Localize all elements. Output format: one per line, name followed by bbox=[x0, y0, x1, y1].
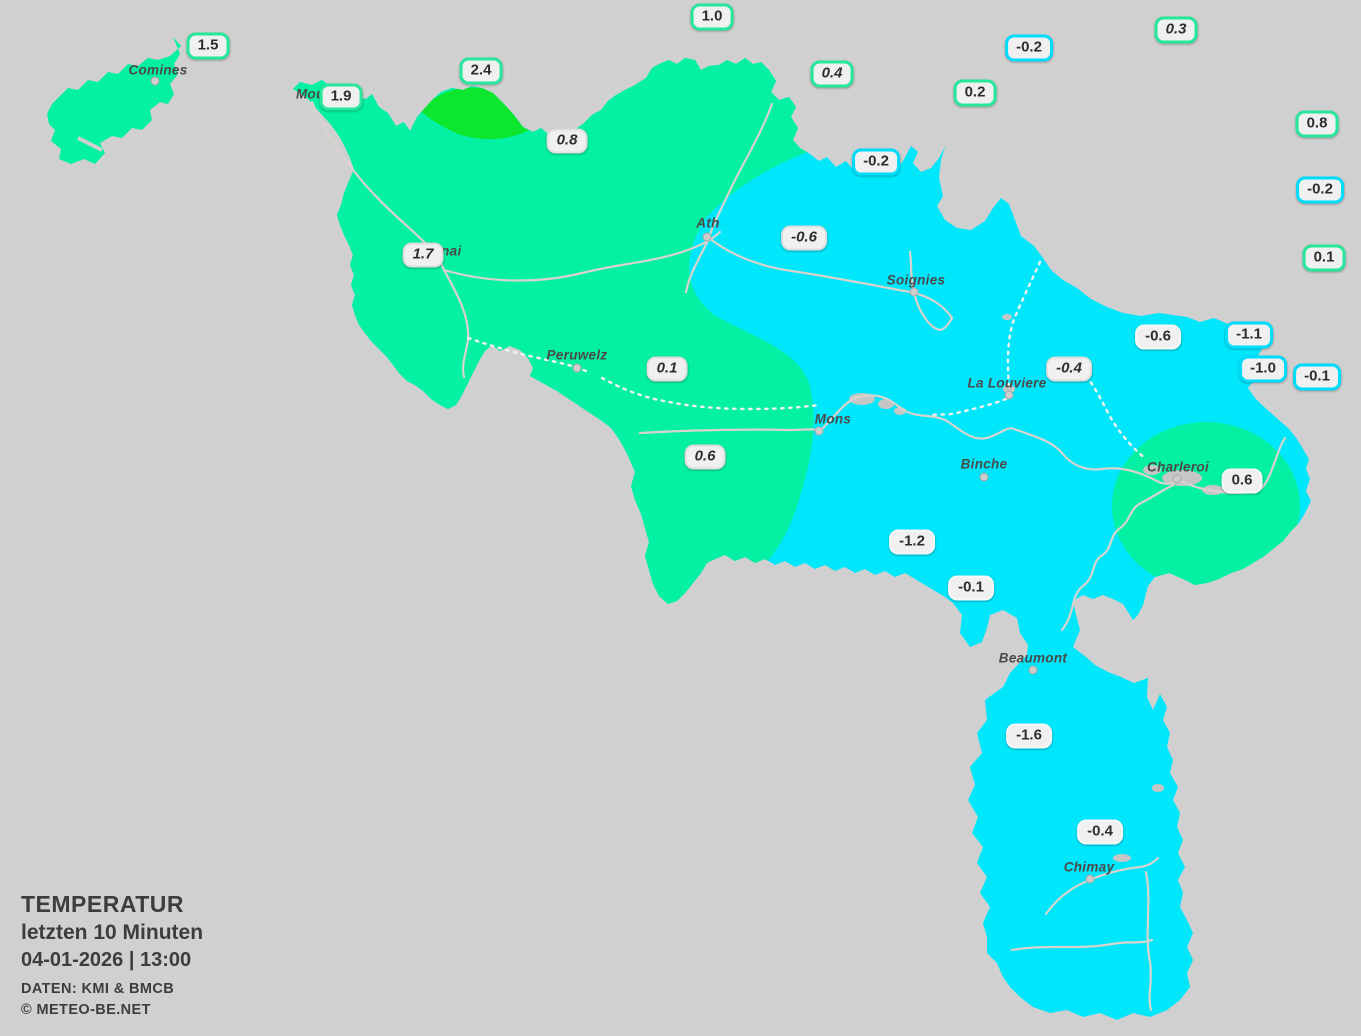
city-label-chimay: Chimay bbox=[1063, 859, 1115, 875]
temp-label-0.8: 0.8 bbox=[546, 128, 588, 154]
temp-label--0.4: -0.4 bbox=[1046, 356, 1092, 382]
page-subtitle: letzten 10 Minuten bbox=[21, 921, 204, 944]
city-dot-beaumont bbox=[1028, 665, 1038, 675]
city-label-mons: Mons bbox=[814, 411, 852, 427]
city-label-ath: Ath bbox=[696, 215, 720, 231]
title-block: TEMPERATUR letzten 10 Minuten 04-01-2026… bbox=[21, 891, 203, 1018]
temp-label-1.7: 1.7 bbox=[402, 242, 444, 268]
temp-label--0.2: -0.2 bbox=[1296, 176, 1344, 204]
city-label-charleroi: Charleroi bbox=[1147, 459, 1209, 475]
temp-label--0.4: -0.4 bbox=[1077, 819, 1123, 845]
temp-label-0.1: 0.1 bbox=[1302, 244, 1346, 272]
temp-label-2.4: 2.4 bbox=[459, 57, 503, 85]
city-dot-charleroi bbox=[1172, 474, 1182, 484]
temp-label-0.1: 0.1 bbox=[646, 356, 688, 382]
city-dot-soignies bbox=[909, 287, 919, 297]
temp-label-1.9: 1.9 bbox=[319, 83, 363, 111]
temp-label-0.2: 0.2 bbox=[953, 79, 997, 107]
city-dot-binche bbox=[979, 472, 989, 482]
city-dot-chimay bbox=[1085, 874, 1095, 884]
city-label-peruwelz: Peruwelz bbox=[546, 347, 608, 363]
city-dot-mons bbox=[814, 426, 824, 436]
temp-label--0.2: -0.2 bbox=[852, 148, 900, 176]
city-label-binche: Binche bbox=[960, 456, 1008, 472]
temp-label--0.1: -0.1 bbox=[948, 575, 994, 601]
copyright: © METEO-BE.NET bbox=[21, 1002, 151, 1018]
city-dot-la-louviere bbox=[1004, 390, 1014, 400]
page-title: TEMPERATUR bbox=[21, 891, 185, 917]
city-dot-peruwelz bbox=[572, 363, 582, 373]
temp-label--0.6: -0.6 bbox=[1135, 324, 1181, 350]
city-label-beaumont: Beaumont bbox=[998, 650, 1068, 666]
temp-label-0.8: 0.8 bbox=[1295, 110, 1339, 138]
comines-enclave bbox=[47, 37, 181, 164]
temp-label--1.6: -1.6 bbox=[1006, 723, 1052, 749]
temp-label-1.5: 1.5 bbox=[186, 32, 230, 60]
zone-warm-charleroi bbox=[1112, 422, 1300, 590]
temp-label-0.6: 0.6 bbox=[1221, 468, 1263, 494]
city-label-mouscron: Mouscron bbox=[296, 86, 322, 102]
city-label-soignies: Soignies bbox=[886, 272, 946, 288]
data-source: DATEN: KMI & BMCB bbox=[21, 981, 175, 997]
temp-label--0.2: -0.2 bbox=[1005, 34, 1053, 62]
temp-label-0.3: 0.3 bbox=[1154, 16, 1198, 44]
temp-label-0.4: 0.4 bbox=[810, 60, 854, 88]
temp-label--0.1: -0.1 bbox=[1293, 363, 1341, 391]
city-dot-comines bbox=[150, 76, 160, 86]
temp-label--1.2: -1.2 bbox=[889, 529, 935, 555]
temp-label--1.1: -1.1 bbox=[1225, 321, 1273, 349]
temp-label--1.0: -1.0 bbox=[1239, 355, 1287, 383]
temp-label-1.0: 1.0 bbox=[690, 3, 734, 31]
city-label-comines: Comines bbox=[128, 62, 188, 78]
temp-label--0.6: -0.6 bbox=[781, 225, 827, 251]
city-label-la-louviere: La Louviere bbox=[967, 375, 1047, 391]
map-datetime: 04-01-2026 | 13:00 bbox=[21, 949, 192, 971]
city-dot-ath bbox=[702, 232, 712, 242]
temp-label-0.6: 0.6 bbox=[684, 444, 726, 470]
